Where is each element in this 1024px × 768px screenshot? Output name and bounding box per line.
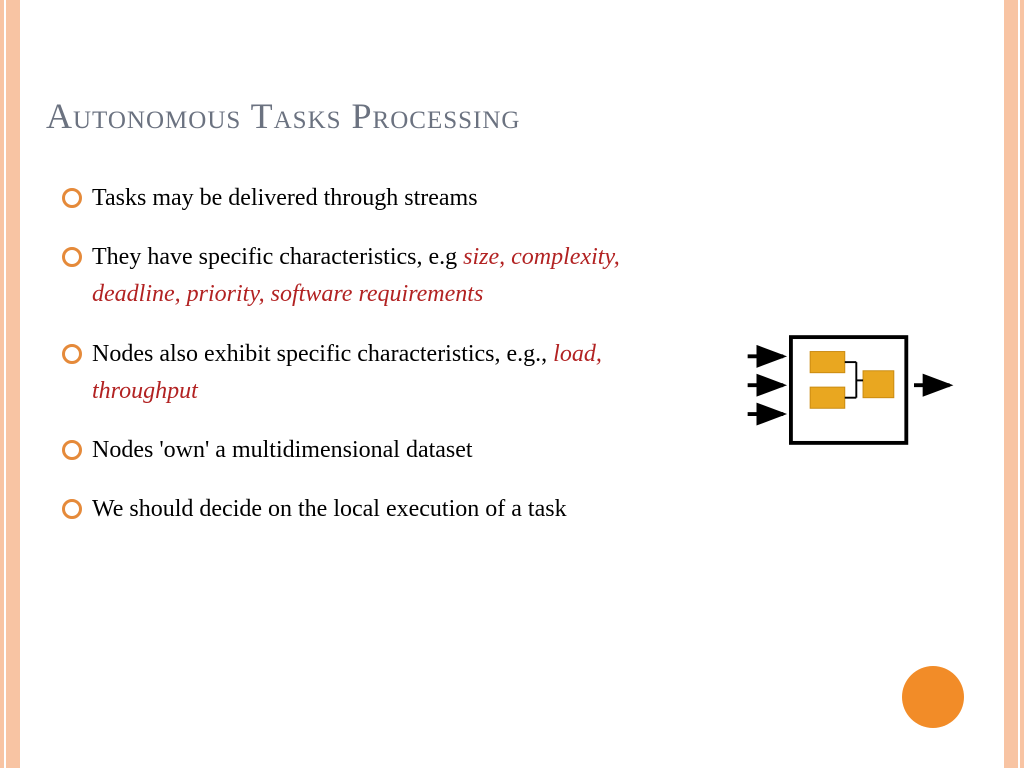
bullet-text: They have specific characteristics, e.g (92, 244, 463, 270)
bullet-item: They have specific characteristics, e.g … (62, 239, 662, 313)
slide: Autonomous Tasks Processing Tasks may be… (0, 0, 1024, 768)
bullet-text: We should decide on the local execution … (92, 496, 567, 522)
diagram-block (863, 371, 894, 398)
bullet-text: Tasks may be delivered through streams (92, 185, 478, 211)
bullet-item: Tasks may be delivered through streams (62, 180, 662, 217)
accent-circle-icon (902, 666, 964, 728)
right-border (1004, 0, 1024, 768)
diagram-block (810, 387, 845, 408)
bullet-item: Nodes also exhibit specific characterist… (62, 336, 662, 410)
bullet-list: Tasks may be delivered through streams T… (62, 180, 662, 550)
diagram-block (810, 352, 845, 373)
stream-diagram (714, 320, 964, 460)
bullet-text: Nodes 'own' a multidimensional dataset (92, 437, 473, 463)
bullet-item: We should decide on the local execution … (62, 491, 662, 528)
slide-title: Autonomous Tasks Processing (46, 95, 520, 137)
bullet-text: Nodes also exhibit specific characterist… (92, 341, 553, 367)
bullet-item: Nodes 'own' a multidimensional dataset (62, 432, 662, 469)
left-border (0, 0, 20, 768)
